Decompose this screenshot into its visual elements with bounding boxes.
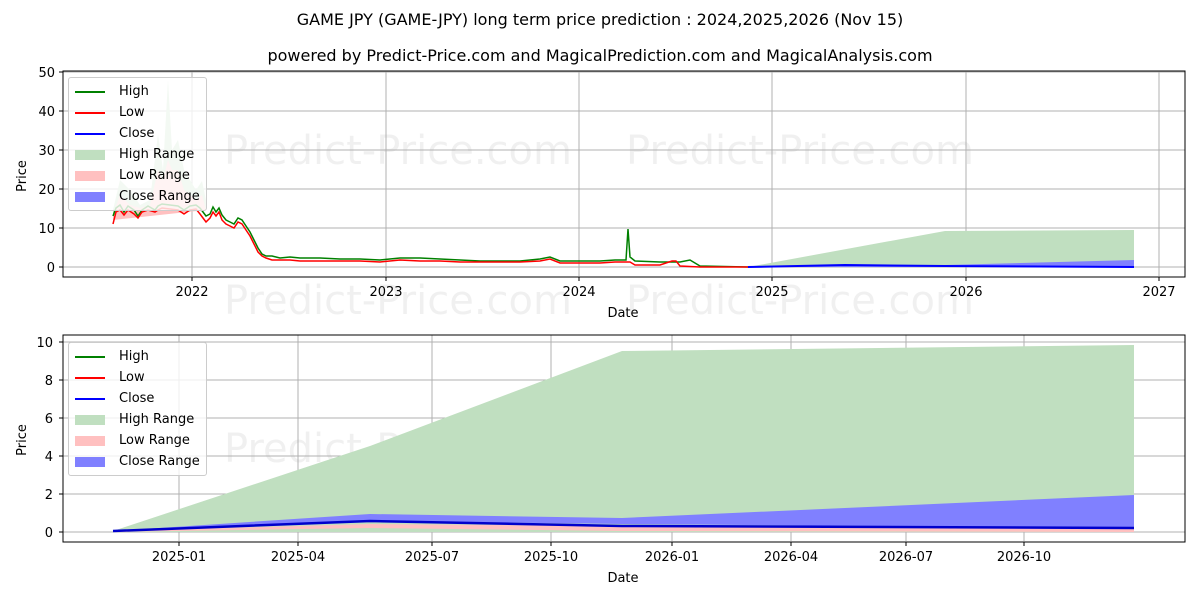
legend-close-range: Close Range xyxy=(75,451,200,472)
line-swatch-icon xyxy=(75,90,105,93)
legend-close: Close xyxy=(75,123,200,144)
bottom-yticks: 0 2 4 6 8 10 xyxy=(36,336,63,541)
line-swatch-icon xyxy=(75,111,105,114)
watermark: Predict-Price.com xyxy=(224,426,572,472)
svg-text:6: 6 xyxy=(45,412,53,427)
bottom-legend: High Low Close High Range Low Range Clos… xyxy=(68,342,207,476)
watermark: Predict-Price.com xyxy=(224,278,572,324)
line-swatch-icon xyxy=(75,397,105,400)
bottom-grid xyxy=(63,335,1185,541)
bottom-ylabel: Price xyxy=(15,424,30,456)
svg-text:2025-07: 2025-07 xyxy=(405,550,459,565)
svg-text:40: 40 xyxy=(38,105,55,120)
svg-text:2027: 2027 xyxy=(1142,285,1175,300)
legend-high: High xyxy=(75,346,200,367)
low-range-area xyxy=(113,524,1134,532)
svg-text:0: 0 xyxy=(47,261,55,276)
legend-high-range: High Range xyxy=(75,409,200,430)
line-swatch-icon xyxy=(75,376,105,379)
top-legend: High Low Close High Range Low Range Clos… xyxy=(68,77,207,211)
high-range-area xyxy=(113,345,1134,532)
top-yticks: 0 10 20 30 40 50 xyxy=(38,66,63,276)
svg-text:30: 30 xyxy=(38,144,55,159)
svg-text:2026-10: 2026-10 xyxy=(997,550,1051,565)
svg-text:0: 0 xyxy=(45,526,53,541)
legend-low: Low xyxy=(75,102,200,123)
patch-swatch-icon xyxy=(75,456,105,467)
svg-text:2026-01: 2026-01 xyxy=(645,550,699,565)
svg-text:2024: 2024 xyxy=(562,285,595,300)
legend-close-range: Close Range xyxy=(75,186,200,207)
svg-text:10: 10 xyxy=(38,222,55,237)
close-forecast-line xyxy=(747,263,1135,268)
legend-close: Close xyxy=(75,388,200,409)
top-grid xyxy=(63,71,1185,276)
patch-swatch-icon xyxy=(75,149,105,160)
legend-high: High xyxy=(75,81,200,102)
top-ylabel: Price xyxy=(15,160,30,192)
top-xticks: 2022 2023 2024 2025 2026 2027 xyxy=(175,277,1176,300)
svg-text:4: 4 xyxy=(45,450,53,465)
svg-text:2026: 2026 xyxy=(949,285,982,300)
watermark: Predict-Price.com xyxy=(224,128,572,174)
svg-text:20: 20 xyxy=(38,183,55,198)
close-forecast-line xyxy=(112,519,1135,533)
svg-text:50: 50 xyxy=(38,66,55,81)
watermark: Predict-Price.com xyxy=(626,278,974,324)
close-range-area xyxy=(748,260,1134,267)
legend-low-range: Low Range xyxy=(75,430,200,451)
legend-high-range: High Range xyxy=(75,144,200,165)
chart-subtitle: powered by Predict-Price.com and Magical… xyxy=(267,46,933,65)
close-range-area xyxy=(113,495,1134,531)
patch-swatch-icon xyxy=(75,435,105,446)
line-swatch-icon xyxy=(75,132,105,135)
top-axes xyxy=(62,70,1186,278)
watermark: Predict-Price.com xyxy=(626,426,974,472)
bottom-xticks: 2025-01 2025-04 2025-07 2025-10 2026-01 … xyxy=(152,542,1051,565)
top-xlabel: Date xyxy=(607,306,638,321)
patch-swatch-icon xyxy=(75,170,105,181)
svg-text:2022: 2022 xyxy=(175,285,208,300)
svg-text:2025-01: 2025-01 xyxy=(152,550,206,565)
chart-title: GAME JPY (GAME-JPY) long term price pred… xyxy=(296,10,904,29)
svg-text:2023: 2023 xyxy=(369,285,402,300)
svg-text:8: 8 xyxy=(45,374,53,389)
legend-low-range: Low Range xyxy=(75,165,200,186)
svg-text:2025-10: 2025-10 xyxy=(524,550,578,565)
line-swatch-icon xyxy=(75,355,105,358)
svg-text:2026-04: 2026-04 xyxy=(764,550,818,565)
svg-text:2: 2 xyxy=(45,488,53,503)
svg-text:2026-07: 2026-07 xyxy=(879,550,933,565)
high-line xyxy=(112,203,749,268)
svg-text:2025-04: 2025-04 xyxy=(271,550,325,565)
svg-text:2025: 2025 xyxy=(755,285,788,300)
bottom-axes xyxy=(62,334,1186,543)
high-range-area xyxy=(748,230,1134,267)
svg-text:10: 10 xyxy=(36,336,53,351)
patch-swatch-icon xyxy=(75,191,105,202)
low-line xyxy=(112,207,748,268)
bottom-xlabel: Date xyxy=(607,571,638,586)
legend-low: Low xyxy=(75,367,200,388)
patch-swatch-icon xyxy=(75,414,105,425)
watermark: Predict-Price.com xyxy=(626,128,974,174)
